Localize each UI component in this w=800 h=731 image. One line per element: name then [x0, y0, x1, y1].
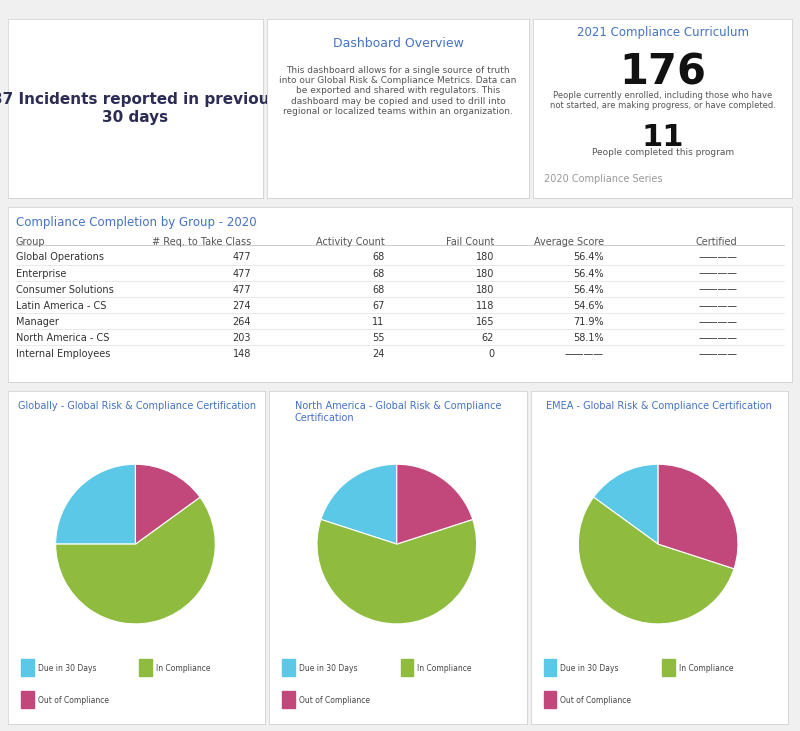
Text: In Compliance: In Compliance	[156, 664, 210, 673]
Text: Out of Compliance: Out of Compliance	[299, 696, 370, 705]
Text: ————: ————	[698, 349, 737, 359]
Text: 68: 68	[372, 268, 384, 279]
Bar	[21, 691, 34, 708]
Text: 148: 148	[233, 349, 251, 359]
Bar	[401, 659, 414, 676]
Text: 118: 118	[476, 300, 494, 311]
Text: ————: ————	[698, 252, 737, 262]
Text: ————: ————	[565, 349, 604, 359]
Text: ————: ————	[698, 284, 737, 295]
Text: 477: 477	[233, 252, 251, 262]
Text: ————: ————	[698, 300, 737, 311]
Text: Due in 30 Days: Due in 30 Days	[560, 664, 618, 673]
Wedge shape	[578, 497, 734, 624]
Wedge shape	[321, 464, 397, 544]
Bar	[139, 659, 152, 676]
Text: Manager: Manager	[16, 317, 58, 327]
Text: 180: 180	[476, 284, 494, 295]
Text: 71.9%: 71.9%	[574, 317, 604, 327]
Text: Due in 30 Days: Due in 30 Days	[299, 664, 358, 673]
Text: 0: 0	[488, 349, 494, 359]
Text: 24: 24	[372, 349, 384, 359]
Text: 54.6%: 54.6%	[574, 300, 604, 311]
Text: North America - CS: North America - CS	[16, 333, 110, 343]
Text: 67: 67	[372, 300, 384, 311]
Text: Certified: Certified	[695, 237, 737, 246]
Text: Compliance Completion by Group - 2020: Compliance Completion by Group - 2020	[16, 216, 257, 229]
Wedge shape	[56, 464, 135, 544]
Text: People currently enrolled, including those who have
not started, are making prog: People currently enrolled, including tho…	[550, 91, 775, 110]
Text: 203: 203	[233, 333, 251, 343]
Text: 477: 477	[233, 284, 251, 295]
Text: 55: 55	[372, 333, 384, 343]
Text: ————: ————	[698, 333, 737, 343]
Text: Out of Compliance: Out of Compliance	[38, 696, 109, 705]
Text: 477: 477	[233, 268, 251, 279]
Wedge shape	[594, 464, 658, 544]
Text: ————: ————	[698, 317, 737, 327]
Text: 180: 180	[476, 252, 494, 262]
Wedge shape	[317, 520, 477, 624]
Text: Latin America - CS: Latin America - CS	[16, 300, 106, 311]
Wedge shape	[397, 464, 473, 544]
Text: Fail Count: Fail Count	[446, 237, 494, 246]
Text: Dashboard Overview: Dashboard Overview	[333, 37, 463, 50]
Text: Internal Employees: Internal Employees	[16, 349, 110, 359]
Text: Group: Group	[16, 237, 46, 246]
Bar	[282, 659, 295, 676]
Text: Enterprise: Enterprise	[16, 268, 66, 279]
Text: 180: 180	[476, 268, 494, 279]
Bar	[662, 659, 674, 676]
Text: Activity Count: Activity Count	[315, 237, 384, 246]
Text: # Req. to Take Class: # Req. to Take Class	[152, 237, 251, 246]
Wedge shape	[135, 464, 200, 544]
Text: 58.1%: 58.1%	[574, 333, 604, 343]
Text: Due in 30 Days: Due in 30 Days	[38, 664, 96, 673]
Text: In Compliance: In Compliance	[418, 664, 472, 673]
Text: Consumer Solutions: Consumer Solutions	[16, 284, 114, 295]
Text: ————: ————	[698, 268, 737, 279]
Text: Average Score: Average Score	[534, 237, 604, 246]
Text: This dashboard allows for a single source of truth
into our Global Risk & Compli: This dashboard allows for a single sourc…	[279, 66, 517, 116]
Bar	[543, 659, 557, 676]
Text: 2020 Compliance Series: 2020 Compliance Series	[544, 174, 662, 183]
Text: 2021 Compliance Curriculum: 2021 Compliance Curriculum	[577, 26, 749, 39]
Text: 165: 165	[475, 317, 494, 327]
Text: 11: 11	[642, 123, 684, 152]
Text: 264: 264	[233, 317, 251, 327]
Text: North America - Global Risk & Compliance
Certification: North America - Global Risk & Compliance…	[294, 401, 502, 423]
Bar	[543, 691, 557, 708]
Bar	[21, 659, 34, 676]
Text: 56.4%: 56.4%	[574, 284, 604, 295]
Text: 62: 62	[482, 333, 494, 343]
Text: 56.4%: 56.4%	[574, 252, 604, 262]
Wedge shape	[56, 497, 215, 624]
Text: Out of Compliance: Out of Compliance	[560, 696, 631, 705]
Text: People completed this program: People completed this program	[591, 148, 734, 157]
Text: 274: 274	[233, 300, 251, 311]
Text: 176: 176	[619, 51, 706, 94]
Text: 37 Incidents reported in previous
30 days: 37 Incidents reported in previous 30 day…	[0, 92, 278, 125]
Text: EMEA - Global Risk & Compliance Certification: EMEA - Global Risk & Compliance Certific…	[546, 401, 772, 411]
Text: In Compliance: In Compliance	[678, 664, 733, 673]
Text: Globally - Global Risk & Compliance Certification: Globally - Global Risk & Compliance Cert…	[18, 401, 256, 411]
Text: 68: 68	[372, 252, 384, 262]
Wedge shape	[658, 464, 738, 569]
Bar	[282, 691, 295, 708]
Text: 11: 11	[372, 317, 384, 327]
Text: 56.4%: 56.4%	[574, 268, 604, 279]
Text: 68: 68	[372, 284, 384, 295]
Text: Global Operations: Global Operations	[16, 252, 104, 262]
